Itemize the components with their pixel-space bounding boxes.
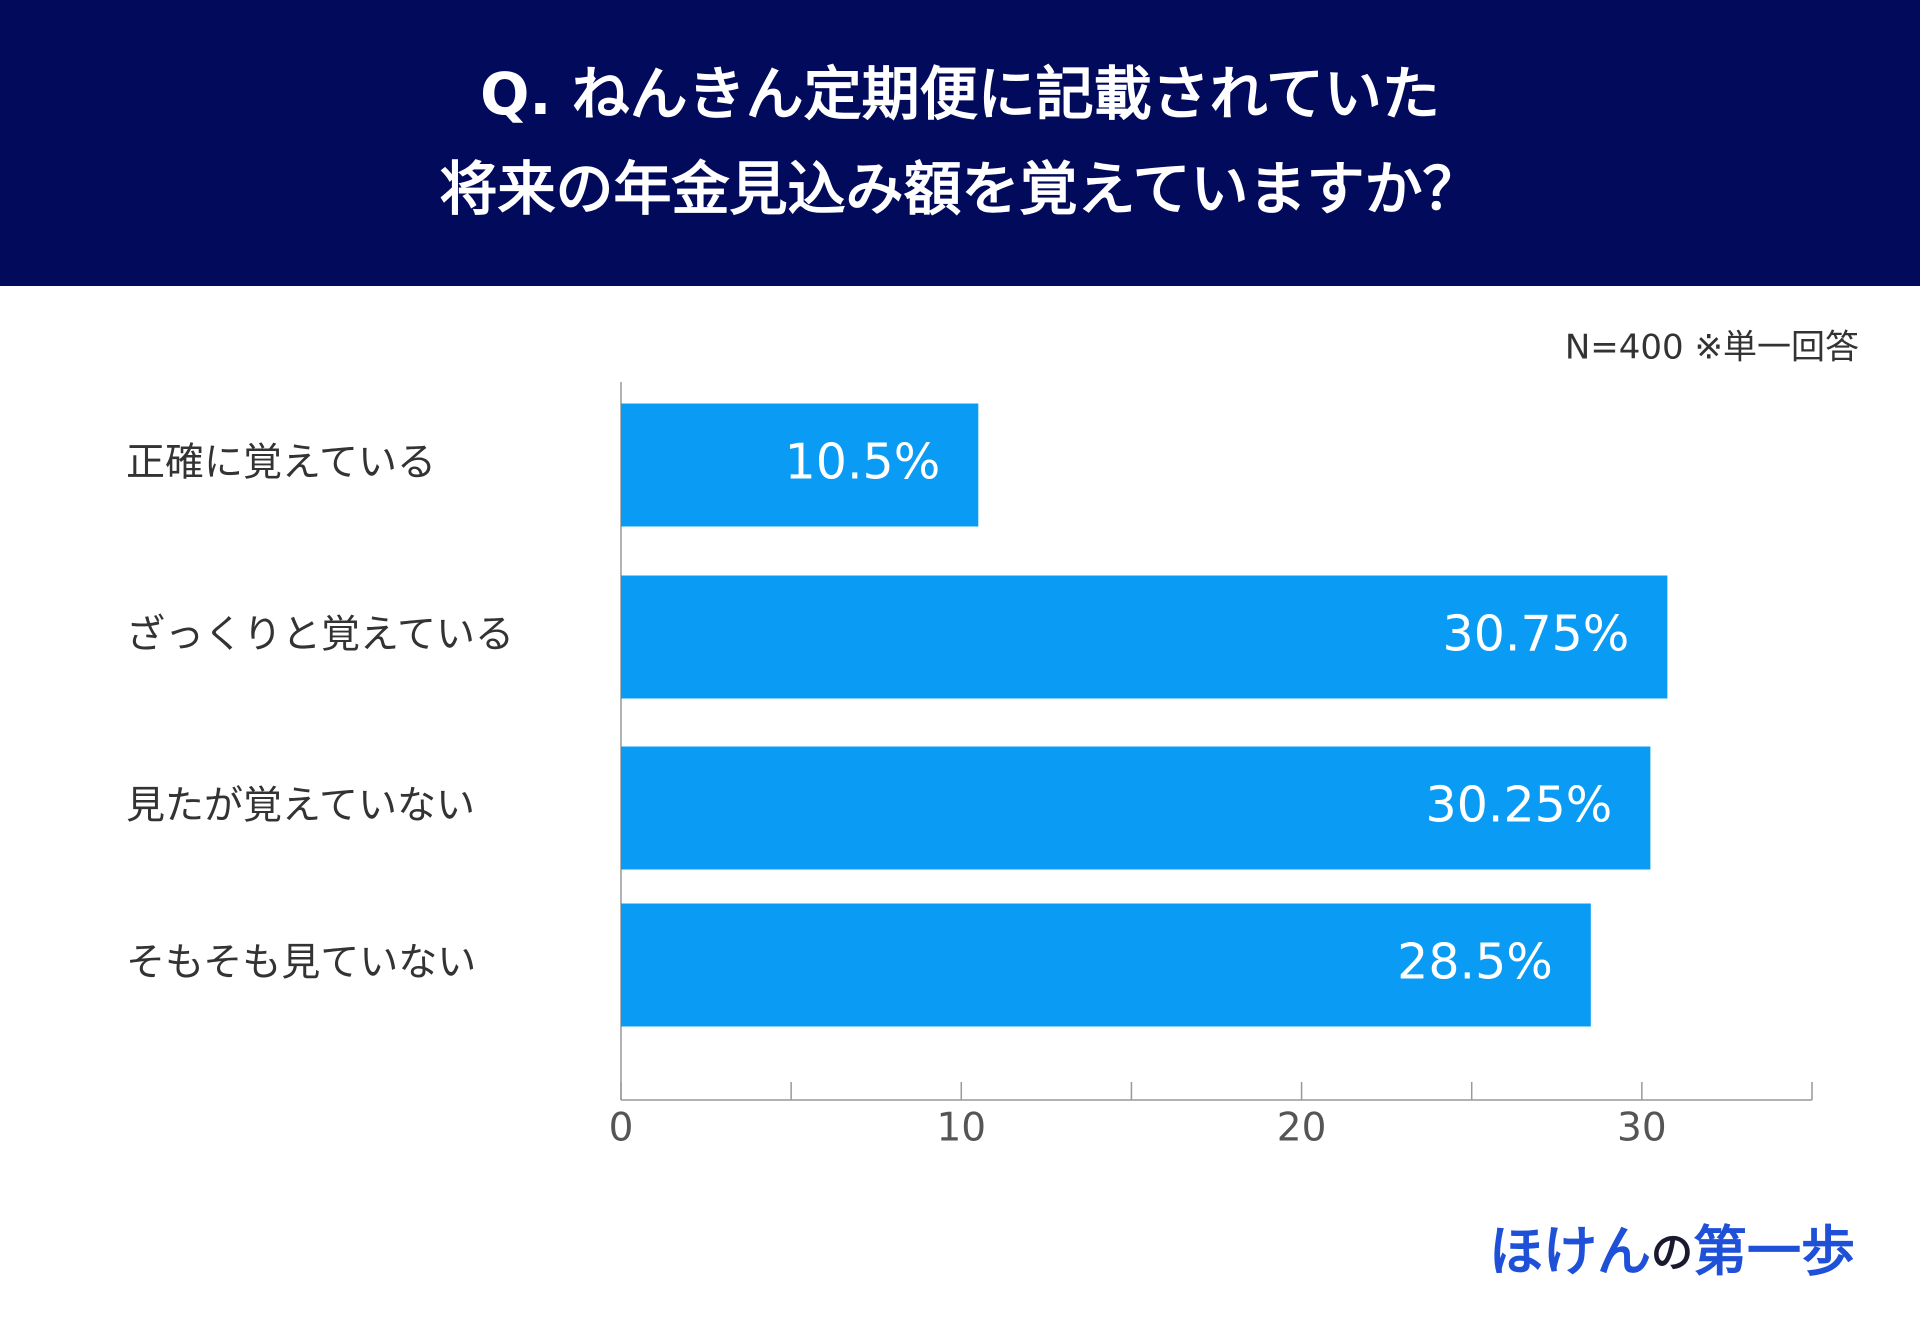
value-label: 30.75% [1443, 606, 1630, 663]
category-label: 正確に覚えている [126, 441, 436, 486]
value-label: 10.5% [785, 434, 941, 491]
x-tick-label: 30 [1617, 1106, 1667, 1151]
value-label: 30.25% [1426, 777, 1613, 834]
logo-part: 第一歩 [1693, 1220, 1855, 1283]
note: N=400 ※単一回答 [1565, 328, 1859, 368]
bar [621, 903, 1591, 1027]
bar [621, 746, 1651, 870]
value-label: 28.5% [1397, 934, 1553, 991]
header-band [0, 0, 1920, 286]
logo-part: ほけん [1489, 1220, 1651, 1283]
chart-title: Q. ねんきん定期便に記載されていた [480, 60, 1440, 128]
x-tick-label: 10 [936, 1106, 986, 1151]
chart-title: 将来の年金見込み額を覚えていますか？ [439, 155, 1480, 223]
logo: ほけんの第一歩 [1489, 1220, 1855, 1283]
bar [621, 403, 979, 527]
category-label: そもそも見ていない [126, 941, 476, 986]
bar [621, 575, 1668, 699]
category-label: ざっくりと覚えている [126, 613, 514, 658]
x-tick-label: 0 [609, 1106, 634, 1151]
logo-part: の [1651, 1228, 1693, 1277]
category-label: 見たが覚えていない [126, 784, 475, 829]
x-tick-label: 20 [1277, 1106, 1327, 1151]
